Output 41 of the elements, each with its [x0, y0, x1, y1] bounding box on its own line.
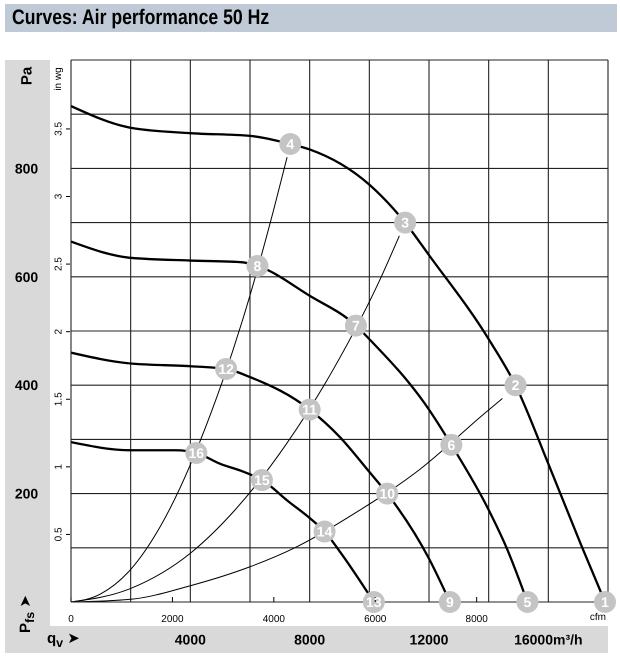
y2-tick-label: 1.5 — [54, 392, 64, 406]
text: Pa — [18, 66, 36, 86]
y-tick-label: 400 — [14, 377, 38, 394]
x-tick-label: 4000 — [174, 632, 206, 648]
y-tick-label: 800 — [14, 160, 38, 176]
annotation: 5 — [524, 594, 532, 610]
annotation: 4 — [286, 136, 294, 152]
x-tick-label: 12000 — [410, 632, 449, 648]
x-axis-title: q$_{v}$ ➤ — [47, 630, 80, 650]
annotation: 15 — [254, 472, 270, 488]
annotation: 9 — [446, 594, 454, 610]
x2-tick-label: 0 — [68, 614, 74, 625]
x2-tick-label: 6000 — [364, 614, 387, 625]
annotation: 7 — [352, 318, 360, 334]
x2-axis-title: cfm — [590, 612, 606, 623]
y2-axis-title: in wg — [53, 67, 64, 91]
annotation: 8 — [254, 258, 262, 274]
x2-tick-label: 4000 — [262, 614, 286, 625]
y2-tick-label: 3 — [54, 193, 64, 200]
y-tick-label: 600 — [14, 268, 38, 285]
y2-tick-label: 2.5 — [54, 256, 64, 272]
y2-tick-label: 2 — [54, 328, 64, 334]
annotation: 2 — [512, 377, 520, 394]
x2-tick-label: 2000 — [161, 614, 184, 625]
y2-tick-label: 3.5 — [54, 122, 64, 136]
x-tick-label: 8000 — [294, 632, 326, 648]
chart-title: Curves: Air performance 50 Hz — [12, 6, 270, 30]
annotation: 13 — [366, 594, 382, 610]
x-tick-label: 16000m³/h — [514, 632, 583, 648]
y2-tick-label: 0.5 — [54, 527, 64, 542]
y2-tick-label: 1 — [54, 464, 64, 470]
annotation: 3 — [401, 214, 410, 231]
y-tick-label: 200 — [14, 486, 38, 502]
annotation: 11 — [302, 402, 318, 418]
annotation: 14 — [316, 524, 333, 540]
x2-tick-label: 8000 — [466, 614, 488, 625]
annotation: 6 — [447, 436, 456, 453]
annotation: 1 — [601, 594, 610, 610]
annotation: 10 — [379, 486, 396, 502]
annotation: 12 — [218, 360, 234, 377]
annotation: 16 — [188, 444, 204, 461]
